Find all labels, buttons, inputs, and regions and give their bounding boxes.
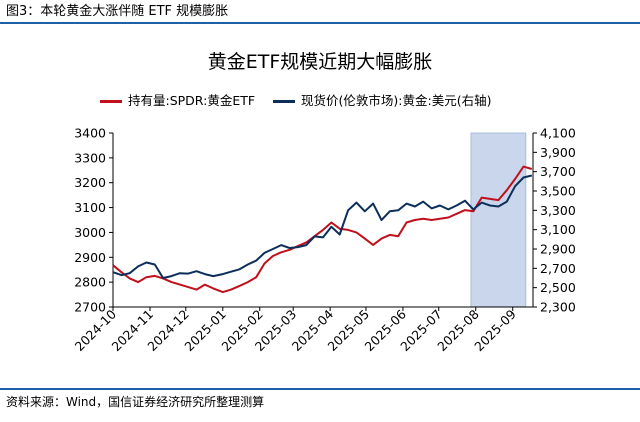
y-left-tick-label: 3300	[74, 150, 106, 165]
y-right-tick-label: 3,500	[540, 184, 576, 199]
legend-swatch-etf	[100, 99, 122, 103]
chart-title: 黄金ETF规模近期大幅膨胀	[207, 51, 433, 73]
series-line-gold-price	[112, 174, 533, 279]
chart-legend: 持有量:SPDR:黄金ETF 现货价(伦敦市场):黄金:美元(右轴)	[100, 93, 509, 109]
source-note: 资料来源：Wind，国信证券经济研究所整理测算	[6, 395, 265, 409]
legend-label-gold: 现货价(伦敦市场):黄金:美元(右轴)	[301, 93, 492, 108]
y-right-tick-label: 3,900	[540, 145, 576, 160]
y-left-tick-label: 2800	[74, 275, 106, 290]
figure-label: 图3：本轮黄金大涨伴随 ETF 规模膨胀	[6, 4, 229, 19]
y-right-tick-label: 3,700	[540, 164, 576, 179]
highlight-band	[470, 132, 527, 308]
y-left-tick-label: 3100	[74, 200, 106, 215]
legend-swatch-gold	[273, 99, 296, 103]
top-rule	[0, 22, 640, 24]
series-line-etf-holdings	[112, 165, 533, 294]
y-right-tick-label: 2,700	[540, 261, 576, 276]
y-right-tick-label: 4,100	[540, 126, 576, 141]
x-tick-label: 2025-09	[471, 306, 519, 354]
y-left-tick-label: 2900	[74, 250, 106, 265]
y-right-tick-label: 3,100	[540, 222, 576, 237]
bottom-rule	[0, 388, 640, 390]
legend-label-etf: 持有量:SPDR:黄金ETF	[128, 93, 256, 108]
y-left-tick-label: 3000	[74, 225, 106, 240]
chart-plot: 2700 2800 2900 3000 3100 3200 3300 3400 2,300 2,5…	[72, 126, 576, 355]
y-right-tick-label: 2,900	[540, 242, 576, 257]
y-left-tick-label: 3400	[74, 126, 106, 141]
y-right-tick-label: 3,300	[540, 203, 576, 218]
y-left-tick-label: 3200	[74, 175, 106, 190]
legend-item-etf: 持有量:SPDR:黄金ETF	[100, 93, 255, 109]
y-right-tick-label: 2,300	[540, 300, 576, 315]
y-right-tick-label: 2,500	[540, 280, 576, 295]
y-left-tick-label: 2700	[74, 300, 106, 315]
legend-item-gold: 现货价(伦敦市场):黄金:美元(右轴)	[273, 93, 491, 109]
